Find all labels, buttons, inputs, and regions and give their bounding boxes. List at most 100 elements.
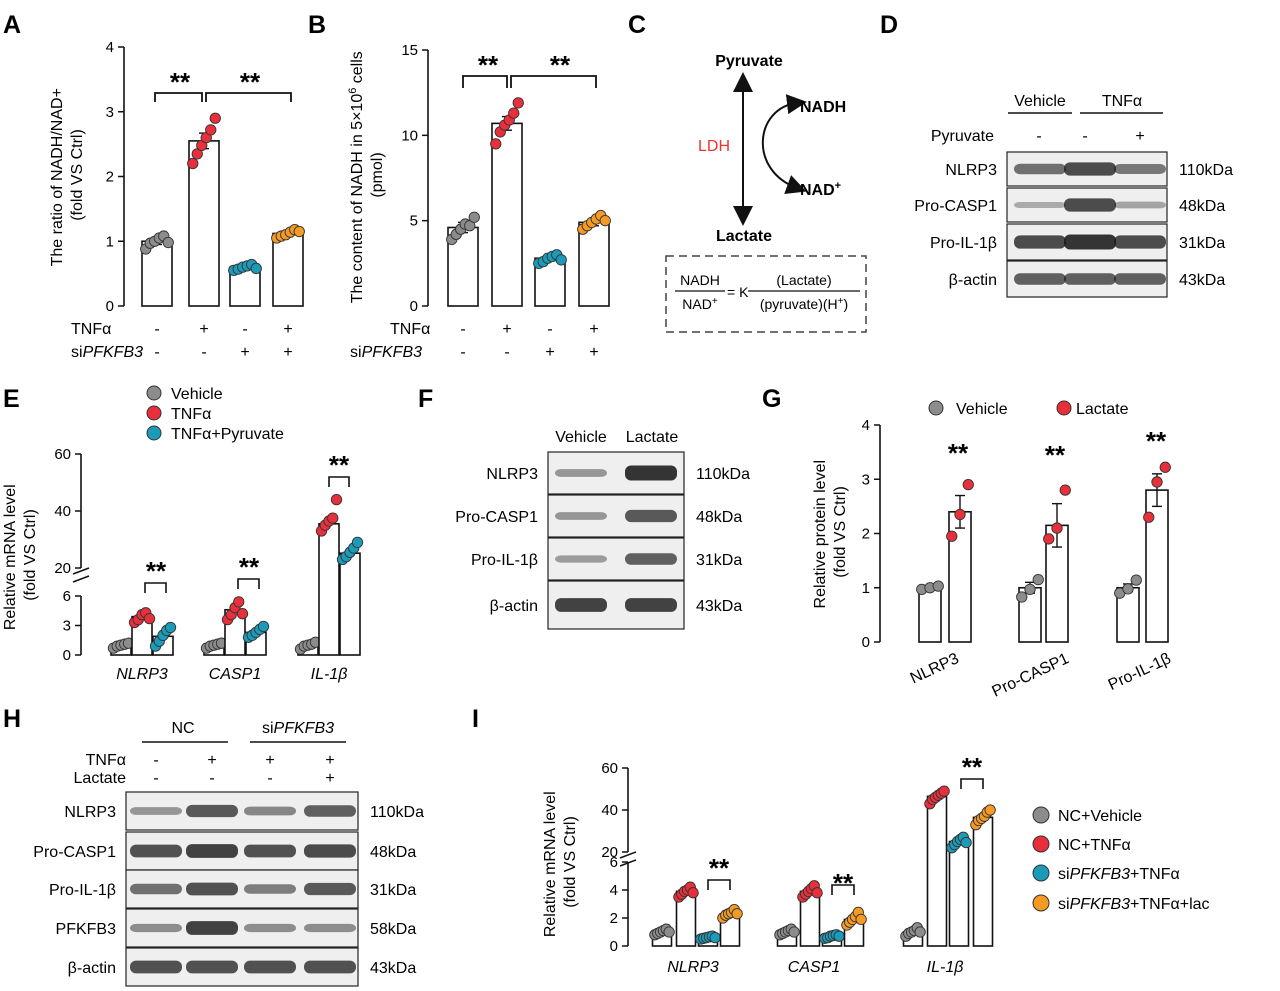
panel-e-sig-mark-1: **	[146, 556, 167, 586]
panel-g-tick-label-0: 0	[862, 634, 870, 651]
panel-a-tnf-sign-3: -	[242, 321, 247, 338]
panel-c-eq-den-left-plus: +	[712, 296, 718, 307]
panel-c-nadh: NADH	[800, 99, 846, 116]
panel-i-tick-label-0: 0	[610, 938, 618, 955]
panel-a-si-sign-2: -	[201, 344, 206, 361]
panel-g-Pro-IL-1β-series-1-point-3	[1130, 574, 1142, 586]
panel-d-band-r3-l1	[1014, 235, 1066, 249]
panel-d-size-label-3: 31kDa	[1179, 235, 1225, 252]
panel-h-group-nc: NC	[171, 720, 194, 737]
panel-e-IL-1β-series-2-point-4	[327, 512, 339, 524]
panel-i-legend-si-tnf-gene: PFKFB3	[1070, 866, 1131, 883]
panel-b-si-sign-1: -	[460, 344, 465, 361]
panel-h-lac-sign-1: -	[153, 770, 158, 787]
panel-h-band-r4-l2	[186, 921, 238, 935]
panel-b-group-1-point-6	[468, 211, 480, 223]
panel-d-pyruvate-sign-1: -	[1036, 128, 1041, 145]
panel-e-CASP1-series-3-point-5	[257, 620, 270, 633]
panel-e-ylabel-line2: (fold VS Ctrl)	[22, 509, 39, 601]
panel-d-size-label-1: 110kDa	[1179, 162, 1233, 179]
panel-c-eq-den-right: (pyruvate)(H+)	[760, 296, 848, 312]
panel-b-group-2-bar	[491, 122, 523, 307]
panel-b-group-3-point-6	[555, 254, 567, 266]
panel-i-CASP1-series-1-point-6	[788, 926, 800, 938]
panel-g-NLRP3-series-2-point-2	[954, 508, 966, 521]
panel-a-group-2-point-1	[187, 157, 199, 170]
panel-i-ylabel-line2: (fold VS Ctrl)	[562, 816, 579, 908]
panel-g-NLRP3-series-1-bar	[918, 586, 942, 643]
panel-e-ylabel-line1: Relative mRNA level	[2, 484, 19, 630]
panel-i-legend-si-tnf-prefix: si	[1058, 866, 1070, 883]
panel-f-band-r4-l2	[625, 598, 677, 612]
panel-g-Pro-IL-1β-series-2-point-3	[1159, 461, 1171, 473]
panel-i-legend-nc-tnf: NC+TNFα	[1058, 837, 1131, 854]
panel-c-eq-mid: = K	[727, 284, 749, 300]
panel-c-eq-den-left-text: NAD	[682, 296, 712, 312]
panel-d-protein-label-2: Pro-CASP1	[914, 198, 997, 215]
panel-i-legend-nc-vehicle: NC+Vehicle	[1058, 808, 1142, 825]
panel-d-size-label-4: 43kDa	[1179, 272, 1225, 289]
panel-c-pyruvate: Pyruvate	[715, 53, 783, 70]
panel-h-size-label-1: 110kDa	[370, 804, 424, 821]
panel-f-group-lactate: Lactate	[626, 429, 679, 446]
panel-e-ylabel: Relative mRNA level (fold VS Ctrl)	[2, 480, 39, 630]
panel-b-si-gene: PFKFB3	[362, 344, 423, 361]
panel-b-si-sign-2: -	[504, 344, 509, 361]
panel-b-si-prefix: si	[350, 344, 362, 361]
panel-i: Relative mRNA level (fold VS Ctrl) 0 2 4 62…	[542, 752, 1210, 976]
panel-e-legend-dot-pyruvate	[146, 425, 162, 441]
panel-h-lac-label: Lactate	[74, 770, 127, 787]
panel-h-band-r4-l1	[130, 923, 182, 933]
panel-b: The content of NADH in 5×106 cells (pmol…	[347, 42, 611, 361]
panel-g: Vehicle Lactate Relative protein level (…	[812, 400, 1174, 701]
panel-h-group-si-prefix: si	[262, 720, 274, 737]
panel-letter-a: A	[3, 11, 21, 39]
panel-h-size-label-2: 48kDa	[370, 844, 416, 861]
panel-g-legend-dot-vehicle	[928, 400, 944, 416]
panel-i-IL-1β-series-1-point-6	[914, 926, 926, 938]
panel-g-Pro-IL-1β-series-2-point-1	[1143, 511, 1155, 523]
panel-i-NLRP3-series-4-point-6	[731, 908, 743, 920]
panel-h-band-r1-l3	[244, 806, 296, 816]
panel-e-axis-break-1	[72, 567, 90, 575]
panel-e-sig-bracket-3	[328, 476, 350, 487]
panel-h-band-r2-l1	[130, 844, 182, 858]
panel-b-group-4-bar	[578, 221, 610, 307]
panel-letter-e: E	[3, 385, 20, 413]
panel-g-tick-label-3: 3	[862, 471, 870, 488]
panel-d-pyruvate-sign-3: +	[1135, 128, 1144, 145]
panel-h-tnf-sign-1: -	[153, 752, 158, 769]
panel-a-sig-mark-2: **	[240, 67, 261, 97]
panel-h-protein-label-1: NLRP3	[64, 804, 116, 821]
panel-letter-f: F	[418, 385, 433, 413]
panel-f-band-r3-l2	[625, 553, 677, 565]
panel-g-Pro-IL-1β-series-2-point-2	[1151, 476, 1163, 488]
panel-c-eq-den-right-text: (pyruvate)(H	[760, 296, 838, 312]
panel-g-ylabel-line2: (fold VS Ctrl)	[832, 486, 849, 578]
panel-h-size-label-5: 43kDa	[370, 960, 416, 977]
panel-e-axis-break-2	[72, 575, 90, 583]
panel-i-IL-1β-series-3-point-6	[960, 836, 972, 849]
panel-b-si-sign-4: +	[589, 344, 598, 361]
panel-g-legend-vehicle: Vehicle	[956, 401, 1008, 418]
panel-h-tnf-sign-4: +	[325, 752, 334, 769]
panel-e-IL-1β-series-3-bar	[339, 552, 361, 656]
panel-e-tick-label-6: 6	[63, 588, 71, 605]
panel-g-legend-dot-lactate	[1056, 400, 1072, 416]
panel-i-IL-1β-series-2-point-6	[938, 785, 950, 797]
panel-i-CASP1-series-4-point-6	[855, 913, 867, 926]
panel-g-Pro-CASP1-series-2-point-3	[1059, 484, 1071, 496]
panel-h-group-si: siPFKFB3	[262, 720, 334, 737]
panel-g-sig-mark-2: **	[1045, 440, 1066, 470]
panel-e-sig-bracket-2	[237, 578, 260, 589]
panel-i-gene-il1b: IL-1β	[927, 959, 964, 976]
panel-h-band-r1-l1	[130, 807, 182, 815]
panel-i-sig-mark-1: **	[709, 853, 730, 883]
panel-a-group-1-point-6	[162, 236, 174, 249]
panel-d-size-label-2: 48kDa	[1179, 198, 1225, 215]
panel-e-NLRP3-series-3-point-5	[164, 621, 177, 634]
panel-i-ylabel: Relative mRNA level (fold VS Ctrl)	[542, 787, 579, 937]
panel-h-lac-sign-3: -	[267, 770, 272, 787]
panel-d-band-r1-l3	[1114, 164, 1166, 174]
panel-h-size-label-3: 31kDa	[370, 882, 416, 899]
